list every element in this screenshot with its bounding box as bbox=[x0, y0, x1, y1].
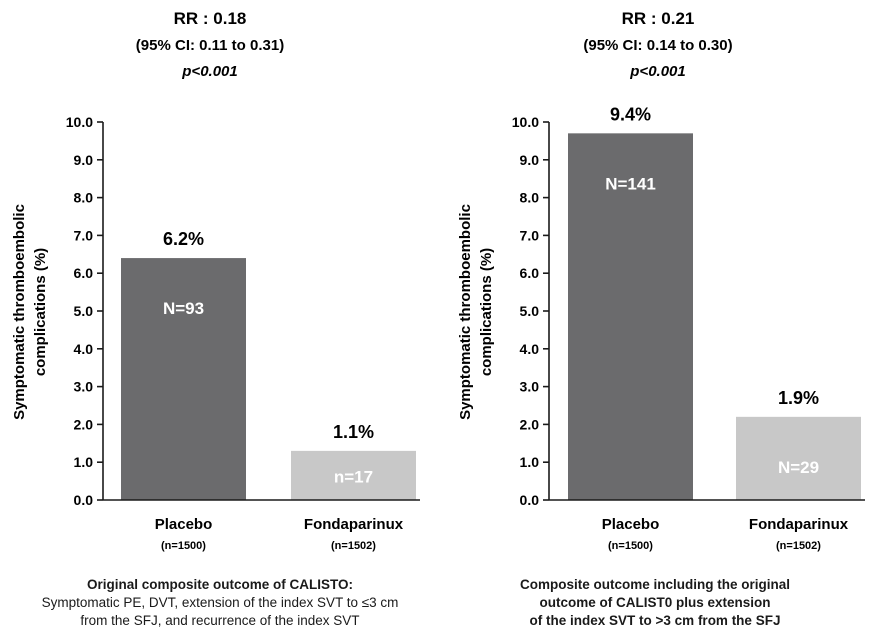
chart-panel-right: RR : 0.21 (95% CI: 0.14 to 0.30) p<0.001 Sy… bbox=[435, 0, 871, 637]
chart-right-caption-line: of the index SVT to >3 cm from the SFJ bbox=[529, 613, 781, 628]
left-category-sub-placebo: (n=1500) bbox=[161, 540, 206, 552]
right-stat-ci: (95% CI: 0.14 to 0.30) bbox=[583, 37, 732, 54]
right-stat-rr: RR : 0.21 bbox=[622, 9, 695, 28]
left-count-label-fondaparinux: n=17 bbox=[334, 467, 373, 486]
right-bar-fondaparinux bbox=[736, 416, 861, 500]
left-y-tick-label: 10.0 bbox=[66, 114, 93, 130]
left-y-tick-label: 1.0 bbox=[74, 454, 94, 470]
left-value-label-fondaparinux: 1.1% bbox=[333, 422, 374, 442]
right-y-tick-label: 7.0 bbox=[520, 227, 540, 243]
left-y-axis-label: Symptomatic thromboembolic bbox=[11, 204, 28, 420]
right-y-tick-label: 10.0 bbox=[512, 114, 539, 130]
right-count-label-fondaparinux: N=29 bbox=[778, 458, 819, 477]
left-y-tick-label: 5.0 bbox=[74, 303, 94, 319]
right-category-label-fondaparinux: Fondaparinux bbox=[749, 516, 849, 533]
right-y-tick-label: 0.0 bbox=[520, 492, 540, 508]
chart-left-caption-title: Original composite outcome of CALISTO: bbox=[86, 577, 354, 592]
left-stat-rr: RR : 0.18 bbox=[174, 9, 247, 28]
chart-right-svg: RR : 0.21 (95% CI: 0.14 to 0.30) p<0.001 Sy… bbox=[457, 9, 865, 552]
chart-left-caption-line: from the SFJ, and recurrence of the inde… bbox=[80, 613, 360, 628]
left-y-tick-label: 2.0 bbox=[74, 416, 94, 432]
right-y-axis-label: complications (%) bbox=[478, 248, 495, 376]
left-y-tick-label: 3.0 bbox=[74, 379, 94, 395]
right-bar-placebo bbox=[568, 133, 693, 500]
right-category-sub-placebo: (n=1500) bbox=[608, 540, 653, 552]
left-y-tick-label: 4.0 bbox=[74, 341, 94, 357]
right-y-axis-label: Symptomatic thromboembolic bbox=[457, 204, 474, 420]
chart-right-caption-line: outcome of CALIST0 plus extension bbox=[539, 595, 771, 610]
right-count-label-placebo: N=141 bbox=[605, 174, 656, 193]
left-category-sub-fondaparinux: (n=1502) bbox=[331, 540, 376, 552]
left-y-tick-label: 8.0 bbox=[74, 190, 94, 206]
right-y-tick-label: 2.0 bbox=[520, 416, 540, 432]
right-y-tick-label: 1.0 bbox=[520, 454, 540, 470]
right-y-tick-label: 3.0 bbox=[520, 379, 540, 395]
chart-left-caption: Original composite outcome of CALISTO: S… bbox=[10, 576, 430, 630]
left-category-label-fondaparinux: Fondaparinux bbox=[304, 516, 404, 533]
left-value-label-placebo: 6.2% bbox=[163, 229, 204, 249]
left-stat-p: p<0.001 bbox=[181, 63, 237, 80]
chart-right-caption: Composite outcome including the original… bbox=[445, 576, 865, 630]
left-y-tick-label: 7.0 bbox=[74, 227, 94, 243]
left-count-label-placebo: N=93 bbox=[163, 299, 204, 318]
left-y-tick-label: 6.0 bbox=[74, 265, 94, 281]
right-category-sub-fondaparinux: (n=1502) bbox=[776, 540, 821, 552]
chart-left-svg: RR : 0.18 (95% CI: 0.11 to 0.31) p<0.001 Sy… bbox=[11, 9, 420, 552]
chart-left-caption-line: Symptomatic PE, DVT, extension of the in… bbox=[41, 595, 399, 610]
left-y-tick-label: 9.0 bbox=[74, 152, 94, 168]
right-value-label-fondaparinux: 1.9% bbox=[778, 388, 819, 408]
right-y-tick-label: 5.0 bbox=[520, 303, 540, 319]
right-y-tick-label: 4.0 bbox=[520, 341, 540, 357]
left-category-label-placebo: Placebo bbox=[155, 516, 213, 533]
left-stat-ci: (95% CI: 0.11 to 0.31) bbox=[136, 37, 284, 54]
left-bar-fondaparinux bbox=[291, 450, 416, 500]
right-y-tick-label: 8.0 bbox=[520, 190, 540, 206]
right-stat-p: p<0.001 bbox=[629, 63, 685, 80]
left-y-tick-label: 0.0 bbox=[74, 492, 94, 508]
right-y-tick-label: 9.0 bbox=[520, 152, 540, 168]
right-value-label-placebo: 9.4% bbox=[610, 104, 651, 124]
left-y-axis-label: complications (%) bbox=[32, 248, 49, 376]
right-category-label-placebo: Placebo bbox=[602, 516, 660, 533]
chart-panel-left: RR : 0.18 (95% CI: 0.11 to 0.31) p<0.001 Sy… bbox=[0, 0, 435, 637]
left-bar-placebo bbox=[121, 258, 246, 500]
right-y-tick-label: 6.0 bbox=[520, 265, 540, 281]
chart-right-caption-title: Composite outcome including the original bbox=[519, 577, 790, 592]
